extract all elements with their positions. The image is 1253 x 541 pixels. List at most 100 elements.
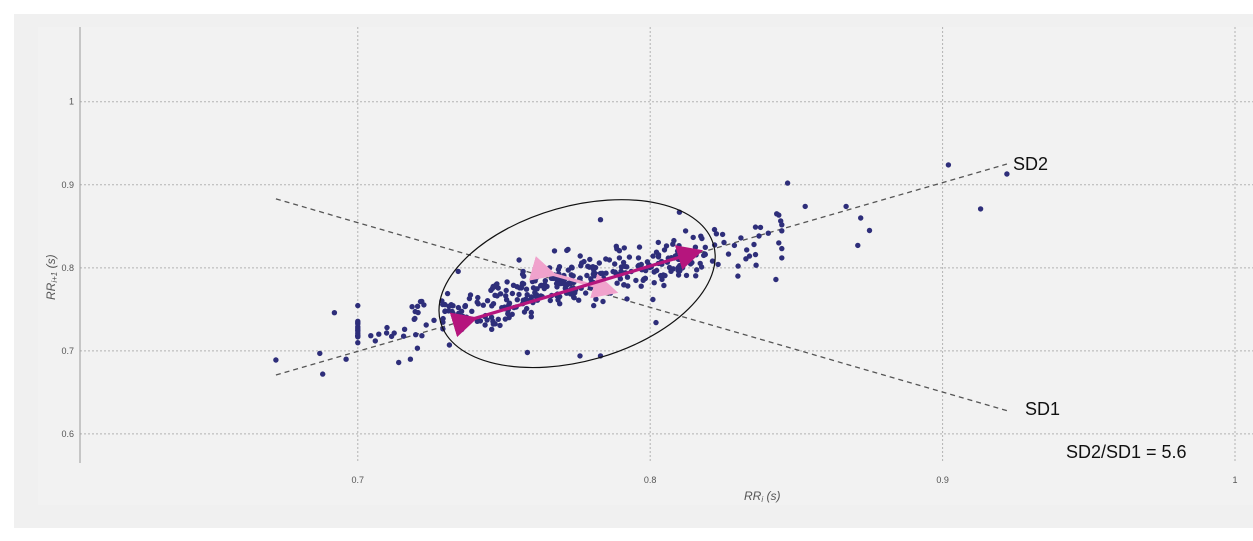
data-point: [725, 251, 732, 257]
data-point: [693, 273, 699, 279]
data-point: [551, 248, 558, 254]
data-point: [396, 359, 402, 366]
data-point: [587, 256, 593, 263]
data-point: [600, 298, 606, 305]
gridlines: [80, 27, 1253, 463]
data-point: [636, 244, 643, 250]
data-point: [638, 261, 644, 268]
y-tick-label: 0.8: [61, 263, 74, 273]
data-point: [564, 282, 570, 288]
data-point: [866, 227, 873, 234]
data-point: [442, 308, 448, 314]
data-point: [570, 273, 576, 279]
data-point: [661, 282, 667, 289]
data-point: [384, 324, 390, 331]
data-point: [578, 263, 584, 269]
data-point: [756, 233, 762, 239]
data-point: [462, 302, 469, 309]
data-point: [495, 316, 501, 322]
data-point: [713, 231, 720, 237]
data-point: [577, 253, 583, 259]
data-point: [545, 270, 551, 276]
data-point: [757, 224, 764, 231]
data-point: [731, 242, 738, 249]
data-point: [779, 245, 785, 252]
data-point: [651, 280, 657, 286]
data-point: [490, 301, 497, 307]
data-point: [482, 322, 488, 328]
y-tick-labels: 0.6 0.7 0.8 0.9 1: [61, 97, 74, 439]
data-point: [621, 245, 627, 251]
data-point: [591, 302, 597, 309]
sd1-dashed-line: [275, 198, 1008, 412]
data-point: [612, 261, 618, 267]
data-point: [778, 218, 784, 224]
data-point: [765, 230, 771, 236]
data-point: [431, 317, 437, 323]
data-point: [469, 308, 475, 314]
data-point: [565, 246, 571, 253]
data-point: [657, 272, 664, 279]
data-point: [554, 284, 560, 290]
data-point: [530, 285, 537, 291]
data-point: [702, 251, 708, 258]
data-point: [779, 228, 785, 234]
data-point: [518, 285, 525, 291]
y-axis-label: RRi+1 (s): [44, 254, 59, 300]
data-point: [677, 262, 683, 269]
data-point: [355, 302, 361, 309]
data-point: [650, 296, 656, 303]
data-point: [446, 303, 452, 309]
data-point: [414, 345, 421, 351]
data-point: [593, 271, 600, 278]
data-point: [614, 246, 620, 252]
data-point: [455, 322, 461, 329]
data-point: [721, 239, 727, 246]
data-point: [603, 256, 609, 262]
data-point: [751, 241, 757, 248]
data-point: [467, 292, 474, 298]
data-point: [715, 261, 721, 268]
data-point: [401, 326, 408, 332]
data-point: [546, 265, 553, 271]
data-point: [1004, 171, 1010, 177]
data-point: [273, 357, 279, 363]
data-point: [497, 291, 504, 297]
data-point: [419, 333, 425, 339]
data-point: [858, 215, 864, 221]
data-point: [484, 298, 491, 304]
data-point: [320, 371, 326, 377]
data-point: [355, 328, 361, 334]
data-point: [577, 353, 583, 359]
y-axis-label-unit: (s): [44, 254, 58, 271]
data-point: [626, 254, 633, 260]
data-point: [776, 240, 782, 246]
data-point: [514, 297, 520, 303]
x-axis-label-unit: (s): [763, 489, 780, 503]
data-point: [655, 254, 662, 260]
data-point: [583, 290, 589, 296]
data-point: [752, 251, 759, 258]
data-point: [521, 273, 527, 279]
data-point: [753, 262, 759, 268]
data-point: [593, 296, 599, 302]
data-point: [489, 326, 495, 332]
data-point: [503, 287, 509, 294]
data-point: [372, 338, 378, 344]
data-point: [446, 342, 453, 348]
data-point: [409, 304, 415, 310]
data-point: [597, 217, 604, 223]
data-point: [621, 282, 627, 288]
data-point: [655, 239, 661, 246]
data-point: [516, 291, 522, 298]
data-point: [506, 314, 512, 321]
data-point: [584, 272, 590, 279]
data-point: [653, 249, 660, 255]
y-tick-label: 1: [69, 97, 74, 107]
data-point: [528, 309, 534, 316]
data-point: [419, 298, 425, 305]
data-point: [776, 212, 782, 218]
data-point: [449, 308, 455, 315]
data-point: [555, 297, 561, 303]
